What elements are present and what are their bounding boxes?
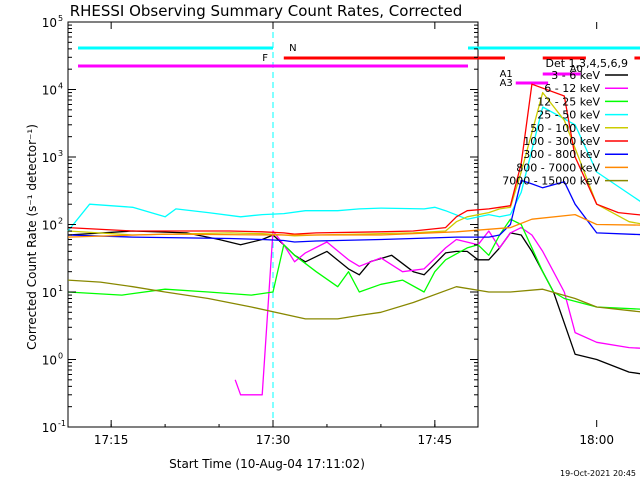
y-tick-exponent: 2 <box>58 217 63 226</box>
y-tick-label: 10 <box>42 286 57 300</box>
chart-title: RHESSI Observing Summary Count Rates, Co… <box>70 2 463 20</box>
y-tick-exponent: 1 <box>58 284 63 293</box>
series-line-8 <box>67 213 640 238</box>
y-tick-label: 10 <box>42 16 57 30</box>
x-tick-label: 18:00 <box>579 433 614 447</box>
series-line-4 <box>67 106 640 232</box>
legend-item-label: 7000 - 15000 keV <box>502 175 600 188</box>
legend-item-label: 300 - 800 keV <box>523 148 600 161</box>
y-tick-exponent: -1 <box>58 419 66 428</box>
y-tick-exponent: 3 <box>58 149 63 158</box>
flag-label-n: N <box>289 43 296 54</box>
series-layer <box>67 83 640 396</box>
flag-label-f: F <box>262 53 268 64</box>
y-tick-exponent: 5 <box>58 14 63 23</box>
x-tick-label: 17:45 <box>418 433 453 447</box>
legend-item-label: 25 - 50 keV <box>537 109 600 122</box>
timestamp: 19-Oct-2021 20:45 <box>560 469 636 478</box>
x-axis-label: Start Time (10-Aug-04 17:11:02) <box>169 457 365 471</box>
legend-item-label: 6 - 12 keV <box>544 82 600 95</box>
y-tick-label: 10 <box>42 151 57 165</box>
series-line-7 <box>67 179 640 243</box>
series-line-3 <box>67 218 640 310</box>
x-tick-label: 17:15 <box>94 433 129 447</box>
series-line-6 <box>67 83 640 235</box>
series-line-2 <box>234 226 640 396</box>
legend-item-label: 800 - 7000 keV <box>516 161 600 174</box>
legend-item-label: 50 - 100 keV <box>530 122 600 135</box>
legend-item-label: 3 - 6 keV <box>551 69 600 82</box>
series-line-1 <box>67 230 640 375</box>
y-tick-label: 10 <box>42 84 57 98</box>
y-tick-label: 10 <box>42 354 57 368</box>
x-tick-label: 17:30 <box>256 433 291 447</box>
observing-flags: NFA0A1A3S <box>78 22 640 427</box>
flag-label-a0: A0 <box>570 64 583 75</box>
y-tick-exponent: 4 <box>58 82 63 91</box>
y-axis-label: Corrected Count Rate (s⁻¹ detector⁻¹) <box>25 124 39 350</box>
y-tick-label: 10 <box>42 219 57 233</box>
legend-item-label: 100 - 300 keV <box>523 135 600 148</box>
series-line-9 <box>67 279 640 320</box>
legend-header: Det 1,3,4,5,6,9 <box>545 57 628 70</box>
y-tick-label: 10 <box>42 421 57 435</box>
y-tick-exponent: 0 <box>58 352 63 361</box>
flag-label-a3: A3 <box>500 78 513 89</box>
axis-ticks: 17:1517:3017:4518:0018:1518:3018:4510-11… <box>42 14 614 447</box>
flag-label-a1: A1 <box>500 69 513 80</box>
legend-item-label: 12 - 25 keV <box>537 95 600 108</box>
